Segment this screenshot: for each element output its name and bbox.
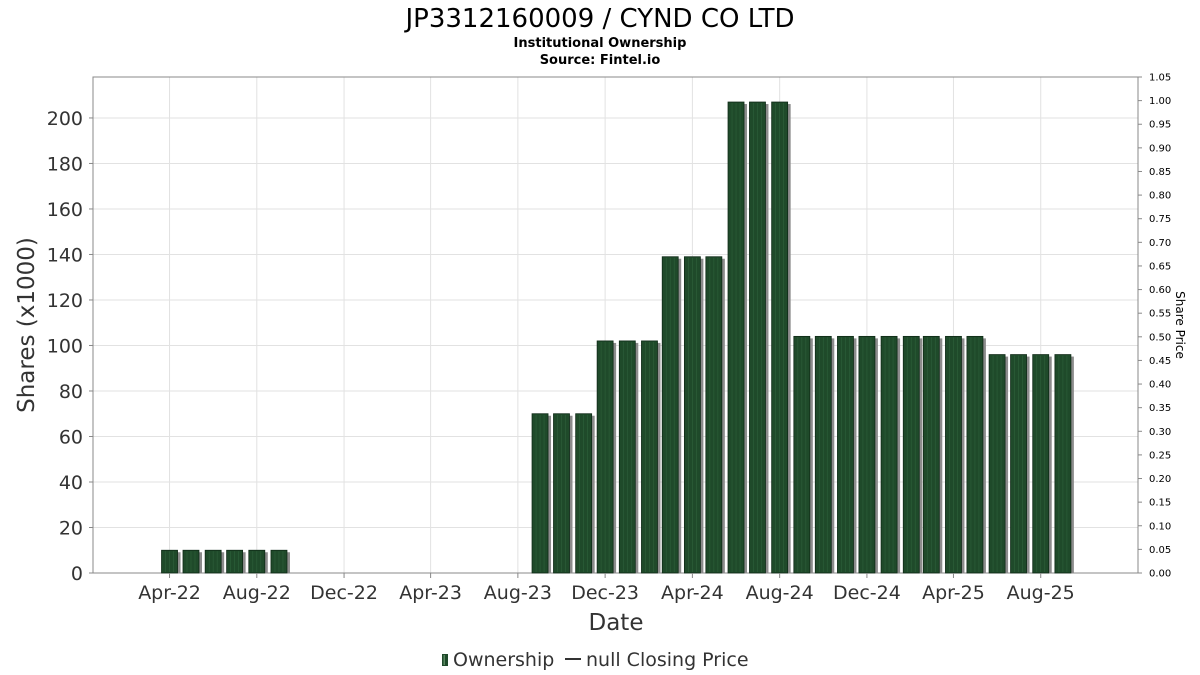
y-right-tick-label: 0.55: [1149, 309, 1171, 320]
x-tick-label: Aug-24: [746, 582, 814, 604]
x-axis-label: Date: [589, 610, 644, 636]
y-right-tick-label: 0.35: [1149, 403, 1171, 414]
y-right-tick-label: 0.25: [1149, 450, 1171, 461]
x-tick-label: Dec-23: [571, 582, 639, 604]
ownership-bar: [902, 335, 923, 574]
x-tick-label: Apr-23: [399, 582, 462, 604]
ownership-bar: [1054, 354, 1074, 574]
y-tick-label: 120: [47, 290, 83, 312]
chart-source: Source: Fintel.io: [540, 53, 661, 68]
ownership-bar: [596, 340, 617, 574]
y-tick-label: 140: [47, 244, 83, 266]
y-tick-label: 160: [47, 199, 83, 221]
x-tick-label: Apr-24: [661, 582, 724, 604]
ownership-bar: [966, 335, 986, 574]
y-tick-label: 40: [59, 472, 83, 494]
y-tick-label: 80: [59, 381, 83, 403]
y-right-tick-label: 0.20: [1149, 474, 1171, 485]
y-right-tick-label: 0.90: [1149, 143, 1171, 154]
ownership-bar: [204, 549, 225, 574]
legend-ownership-label: Ownership: [453, 649, 554, 671]
y-right-tick-label: 0.40: [1149, 380, 1171, 391]
y-right-tick-label: 0.80: [1149, 191, 1171, 202]
y-axis-right-label: Share Price: [1173, 291, 1187, 359]
y-right-tick-label: 0.00: [1149, 569, 1171, 580]
y-axis-right-ticks: 0.00 0.05 0.10 0.15 0.20 0.25 0.30 0.35 0.40 0.45…: [1138, 73, 1171, 580]
ownership-bar: [270, 549, 290, 574]
legend-ownership-swatch-highlight: [443, 655, 445, 665]
ownership-bar: [226, 549, 246, 574]
x-tick-label: Apr-25: [922, 582, 985, 604]
x-tick-label: Aug-22: [223, 582, 291, 604]
x-tick-label: Aug-23: [484, 582, 552, 604]
ownership-bar: [531, 413, 552, 574]
y-tick-label: 0: [71, 563, 83, 585]
ownership-bar: [749, 101, 769, 574]
y-right-tick-label: 0.15: [1149, 498, 1171, 509]
y-right-tick-label: 0.95: [1149, 120, 1171, 131]
ownership-bar: [182, 549, 202, 574]
y-right-tick-label: 0.85: [1149, 167, 1171, 178]
y-right-tick-label: 0.05: [1149, 545, 1171, 556]
bars-group: [161, 101, 1074, 574]
y-tick-label: 200: [47, 108, 83, 130]
ownership-bar: [988, 354, 1009, 574]
ownership-bar: [575, 413, 595, 574]
ownership-bar: [771, 101, 791, 574]
y-right-tick-label: 0.60: [1149, 285, 1171, 296]
ownership-bar: [553, 413, 573, 574]
ownership-bar: [618, 340, 639, 574]
y-right-tick-label: 0.75: [1149, 214, 1171, 225]
x-tick-label: Dec-24: [833, 582, 901, 604]
ownership-bar: [837, 335, 857, 574]
x-tick-label: Dec-22: [310, 582, 378, 604]
y-axis-label: Shares (x1000): [14, 237, 40, 413]
y-right-tick-label: 0.30: [1149, 427, 1171, 438]
ownership-bar: [814, 335, 835, 574]
y-tick-label: 60: [59, 426, 83, 448]
ownership-bar: [922, 335, 943, 574]
ownership-bar: [161, 549, 181, 574]
y-right-tick-label: 0.70: [1149, 238, 1171, 249]
y-right-tick-label: 0.65: [1149, 261, 1171, 272]
y-right-tick-label: 1.05: [1149, 73, 1171, 84]
ownership-bar: [727, 101, 748, 574]
ownership-bar: [641, 340, 661, 574]
y-right-tick-label: 0.10: [1149, 521, 1171, 532]
y-tick-label: 20: [59, 517, 83, 539]
ownership-bar: [661, 256, 682, 574]
y-tick-label: 100: [47, 335, 83, 357]
ownership-bar: [248, 549, 268, 574]
ownership-bar: [858, 335, 878, 574]
y-axis-left-ticks: 0 20 40 60 80 100 120 140 160 180 200: [47, 108, 93, 585]
y-right-tick-label: 0.45: [1149, 356, 1171, 367]
ownership-bar: [1010, 354, 1030, 574]
legend-price-label: null Closing Price: [586, 649, 749, 671]
ownership-bar: [793, 335, 813, 574]
x-tick-label: Apr-22: [138, 582, 201, 604]
ownership-bar: [705, 256, 725, 574]
chart-subtitle: Institutional Ownership: [514, 36, 687, 51]
x-tick-label: Aug-25: [1007, 582, 1075, 604]
y-tick-label: 180: [47, 153, 83, 175]
legend: Ownership null Closing Price: [442, 649, 749, 671]
y-right-tick-label: 1.00: [1149, 96, 1171, 107]
y-right-tick-label: 0.50: [1149, 332, 1171, 343]
x-axis-ticks: Apr-22 Aug-22 Dec-22 Apr-23 Aug-23 Dec-23 Apr-…: [138, 573, 1075, 604]
ownership-bar: [945, 335, 965, 574]
ownership-bar: [880, 335, 901, 574]
ownership-bar: [1032, 354, 1052, 574]
chart-title: JP3312160009 / CYND CO LTD: [403, 4, 794, 34]
ownership-bar: [683, 256, 704, 574]
